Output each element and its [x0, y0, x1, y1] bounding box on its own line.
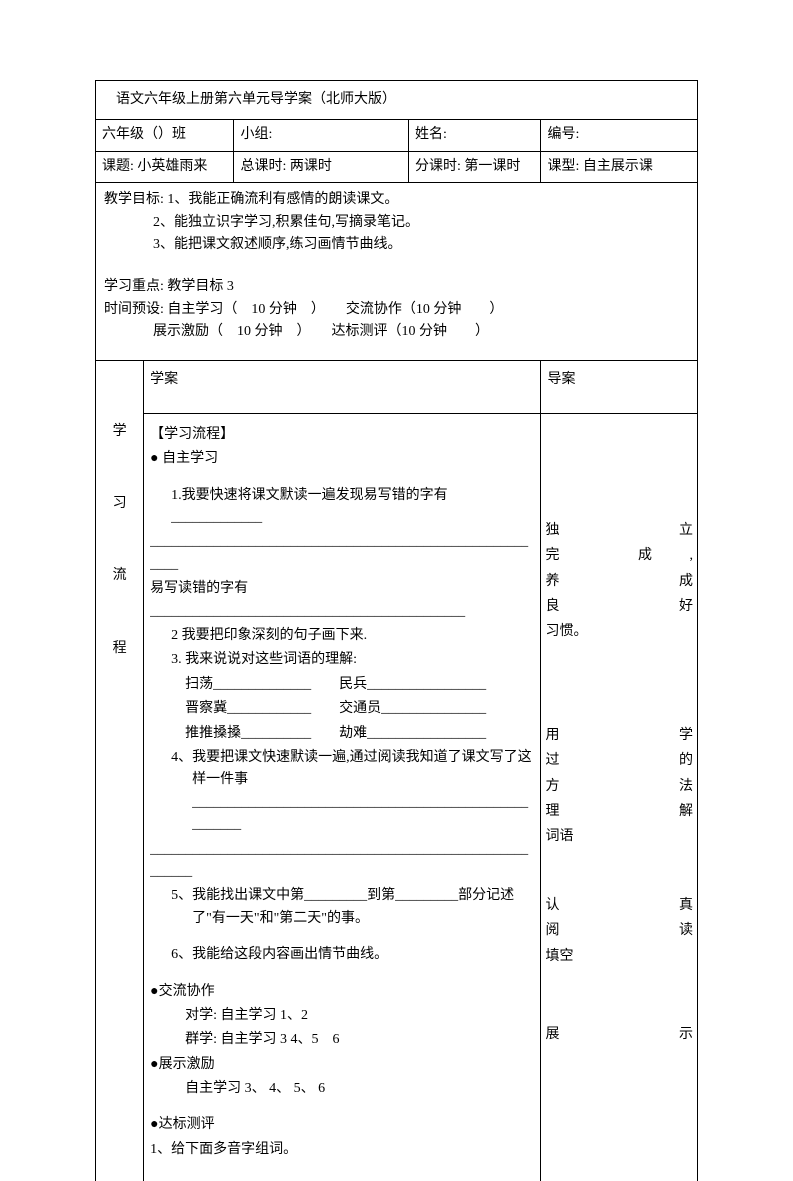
section-test: ●达标测评 — [150, 1114, 534, 1136]
type-cell: 课型: 自主展示课 — [541, 151, 698, 182]
item-1-line: ________________________________________… — [150, 531, 534, 576]
collab-b: 群学: 自主学习 3 4、5 6 — [150, 1029, 534, 1051]
item-3c: 推推搡搡__________ 劫难_________________ — [150, 723, 534, 745]
test-a: 1、给下面多音字组词。 — [150, 1139, 534, 1161]
title-text: 语文六年级上册第六单元导学案（北师大版） — [116, 92, 396, 107]
document-title: 语文六年级上册第六单元导学案（北师大版） — [96, 81, 698, 120]
focus-line: 学习重点: 教学目标 3 — [104, 276, 689, 298]
note3: 认 真 阅 读 填空 — [545, 895, 693, 968]
note2: 用 学 过 的 方 法 理 解 词语 — [545, 725, 693, 849]
collab-a: 对学: 自主学习 1、2 — [150, 1005, 534, 1027]
goals-line1: 教学目标: 1、我能正确流利有感情的朗读课文。 — [104, 189, 689, 211]
learning-flow-content: 【学习流程】 ● 自主学习 1.我要快速将课文默读一遍发现易写错的字有_____… — [144, 413, 541, 1181]
display-a: 自主学习 3、 4、 5、 6 — [150, 1078, 534, 1100]
goals-line3: 3、能把课文叙述顺序,练习画情节曲线。 — [104, 234, 689, 256]
item-1: 1.我要快速将课文默读一遍发现易写错的字有_____________ — [150, 485, 534, 530]
goals-cell: 教学目标: 1、我能正确流利有感情的朗读课文。 2、能独立识字学习,积累佳句,写… — [96, 183, 698, 360]
time-line1: 时间预设: 自主学习（ 10 分钟 ） 交流协作（10 分钟 ） — [104, 299, 689, 321]
flow-header: 【学习流程】 — [150, 424, 534, 446]
time-line2: 展示激励（ 10 分钟 ） 达标测评（10 分钟 ） — [104, 321, 689, 343]
item-5: 5、我能找出课文中第_________到第_________部分记述了"有一天"… — [150, 885, 534, 930]
guide-column: 独 立 完 成, 养 成 良 好 习惯。 用 学 过 的 方 法 理 解 词语 … — [541, 413, 698, 1181]
item-2: 2 我要把印象深刻的句子画下来. — [150, 625, 534, 647]
group-cell: 小组: — [234, 120, 409, 151]
name-cell: 姓名: — [409, 120, 541, 151]
worksheet-table: 语文六年级上册第六单元导学案（北师大版） 六年级（）班 小组: 姓名: 编号: … — [95, 80, 698, 1181]
goals-line2: 2、能独立识字学习,积累佳句,写摘录笔记。 — [104, 212, 689, 234]
totalhours-cell: 总课时: 两课时 — [234, 151, 409, 182]
left-vertical-label: 学 习 流 程 — [96, 360, 144, 1181]
subhours-cell: 分课时: 第一课时 — [409, 151, 541, 182]
xuean-header: 学案 — [144, 360, 541, 413]
item-6: 6、我能给这段内容画出情节曲线。 — [150, 944, 534, 966]
section-collab: ●交流协作 — [150, 981, 534, 1003]
item-3a: 扫荡______________ 民兵_________________ — [150, 674, 534, 696]
note4: 展 示 — [545, 1024, 693, 1046]
note1: 独 立 完 成, 养 成 良 好 习惯。 — [545, 520, 693, 644]
section-display: ●展示激励 — [150, 1054, 534, 1076]
item-3b: 晋察冀____________ 交通员_______________ — [150, 698, 534, 720]
item-4: 4、我要把课文快速默读一遍,通过阅读我知道了课文写了这样一件事_________… — [150, 747, 534, 837]
item-3: 3. 我来说说对这些词语的理解: — [150, 649, 534, 671]
section-self-study: ● 自主学习 — [150, 448, 534, 470]
daoan-header: 导案 — [541, 360, 698, 413]
item-2-pre: 易写读错的字有_________________________________… — [150, 578, 534, 623]
number-cell: 编号: — [541, 120, 698, 151]
topic-cell: 课题: 小英雄雨来 — [96, 151, 234, 182]
grade-cell: 六年级（）班 — [96, 120, 234, 151]
item-4-line: ________________________________________… — [150, 839, 534, 884]
